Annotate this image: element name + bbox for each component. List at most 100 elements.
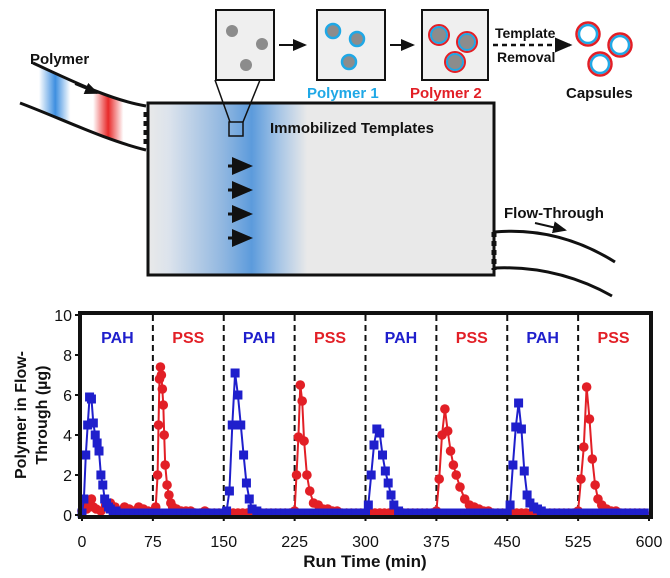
data-point: [252, 506, 262, 516]
data-point: [297, 396, 307, 406]
x-tick-label: 600: [636, 534, 663, 551]
data-point: [422, 508, 432, 518]
template-label: Template: [495, 25, 556, 41]
data-point: [275, 508, 285, 518]
data-point: [309, 508, 319, 518]
x-tick-label: 225: [281, 534, 308, 551]
data-point: [498, 508, 508, 518]
data-point: [584, 414, 595, 424]
data-point: [559, 508, 569, 518]
data-point: [436, 508, 446, 518]
data-point: [266, 508, 276, 518]
data-point: [94, 446, 104, 456]
data-point: [186, 508, 196, 518]
data-point: [342, 508, 352, 518]
polymer-label: Polymer: [30, 51, 89, 68]
data-point: [590, 480, 600, 490]
data-point: [195, 508, 205, 518]
data-point: [564, 508, 574, 518]
section-label-3: PSS: [314, 330, 346, 347]
data-point: [92, 438, 102, 448]
data-point: [244, 494, 254, 504]
data-point: [394, 506, 404, 516]
data-point: [445, 446, 456, 456]
data-point: [323, 508, 333, 518]
data-point: [366, 470, 376, 480]
zoom-square: [228, 121, 244, 137]
data-point: [483, 508, 493, 518]
removal-label: Removal: [497, 49, 555, 65]
data-point: [236, 420, 246, 430]
data-point: [380, 466, 390, 476]
data-point: [152, 470, 163, 480]
data-point: [88, 418, 98, 428]
data-point: [412, 508, 422, 518]
data-point: [86, 394, 96, 404]
y-axis-title-line2: Through (µg): [34, 366, 51, 465]
data-point: [181, 508, 191, 518]
data-point: [124, 508, 134, 518]
x-tick-label: 75: [144, 534, 162, 551]
data-point: [450, 508, 460, 518]
data-point: [464, 508, 474, 518]
data-point: [378, 450, 388, 460]
data-point: [469, 508, 479, 518]
polymer1-box: [316, 9, 386, 81]
x-tick-label: 375: [423, 534, 450, 551]
x-axis-title: Run Time (min): [303, 552, 426, 571]
capsules-label: Capsules: [566, 85, 633, 102]
series-0: [77, 362, 650, 518]
section-label-6: PAH: [526, 330, 559, 347]
data-point: [573, 508, 583, 518]
chart: PAH PSS PAH PSS PAH PSS PAH PSS 0 75 150 225 300 375…: [13, 308, 662, 571]
data-point: [239, 450, 249, 460]
data-point: [505, 500, 515, 510]
data-point: [611, 508, 621, 518]
schematic: Polymer Immobilized Templates Flow-Throu…: [19, 9, 633, 298]
data-point: [134, 508, 144, 518]
data-point: [583, 508, 593, 518]
y-tick-label: 2: [63, 468, 72, 485]
data-point: [493, 508, 503, 518]
data-point: [158, 400, 169, 410]
data-point: [554, 508, 564, 518]
data-point: [386, 490, 396, 500]
data-point: [230, 368, 240, 378]
data-point: [159, 430, 170, 440]
data-point: [285, 508, 295, 518]
data-point: [327, 508, 337, 518]
data-point: [129, 508, 139, 518]
data-point: [431, 508, 441, 518]
data-point: [222, 506, 232, 516]
data-point: [630, 508, 640, 518]
data-point: [514, 398, 524, 408]
polymer2-label: Polymer 2: [410, 85, 482, 102]
data-point: [214, 508, 224, 518]
inlet-tube-fill: [20, 63, 146, 150]
outlet-tube-bottom: [493, 266, 613, 298]
data-point: [568, 508, 578, 518]
section-label-7: PSS: [598, 330, 630, 347]
data-point: [581, 382, 592, 392]
data-point: [455, 508, 465, 518]
data-point: [224, 486, 234, 496]
inlet-tube-bottom: [19, 101, 147, 152]
data-point: [578, 508, 588, 518]
data-point: [479, 508, 489, 518]
template-box: [215, 9, 275, 81]
data-point: [153, 420, 164, 430]
series-layer: [77, 362, 650, 518]
data-point: [86, 494, 97, 504]
data-point: [578, 442, 589, 452]
outlet-tube-top: [493, 229, 616, 264]
data-point: [398, 508, 408, 518]
section-label-layer: PAH PSS PAH PSS PAH PSS PAH PSS: [101, 330, 630, 347]
data-point: [332, 508, 342, 518]
data-point: [383, 478, 393, 488]
data-point: [442, 426, 453, 436]
data-point: [96, 470, 106, 480]
data-point: [545, 508, 555, 518]
zoom-line-right: [242, 79, 261, 123]
data-point: [346, 508, 356, 518]
data-point: [375, 428, 385, 438]
